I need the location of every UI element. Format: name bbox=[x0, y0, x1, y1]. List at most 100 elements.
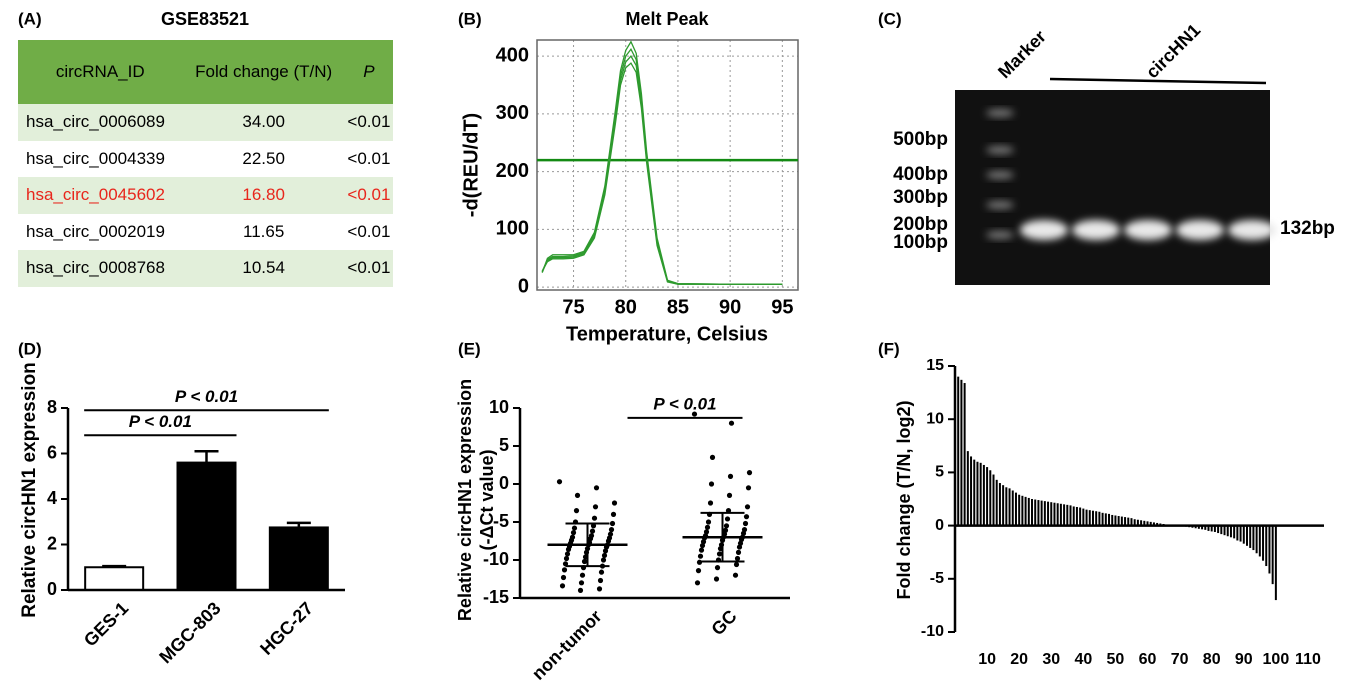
y-tick-label: 0 bbox=[518, 275, 529, 297]
data-point bbox=[715, 565, 720, 570]
bar bbox=[1089, 510, 1091, 525]
column-header: Fold change (T/N) bbox=[183, 40, 345, 104]
data-point bbox=[564, 556, 569, 561]
bar bbox=[1256, 526, 1258, 554]
error-bar bbox=[195, 451, 219, 462]
data-point bbox=[565, 551, 570, 556]
bar bbox=[1236, 526, 1238, 541]
y-tick-label: 400 bbox=[496, 44, 529, 66]
y-axis-label: -d(REU/dT) bbox=[460, 113, 482, 217]
bar bbox=[1025, 497, 1027, 526]
panel-title: GSE83521 bbox=[161, 9, 249, 29]
data-point bbox=[710, 455, 715, 460]
bar bbox=[1070, 505, 1072, 525]
data-point bbox=[746, 485, 751, 490]
bar bbox=[1098, 512, 1100, 526]
y-tick-label: -10 bbox=[921, 623, 944, 640]
data-point bbox=[735, 556, 740, 561]
sample-band bbox=[1124, 220, 1172, 240]
bar bbox=[1268, 526, 1270, 574]
x-tick-label: 40 bbox=[1074, 651, 1092, 668]
table-cell: <0.01 bbox=[345, 141, 393, 178]
data-point bbox=[594, 485, 599, 490]
bar bbox=[1211, 526, 1213, 532]
bar bbox=[983, 465, 985, 526]
bar bbox=[1182, 526, 1184, 527]
data-point bbox=[747, 470, 752, 475]
x-tick-label: 30 bbox=[1042, 651, 1060, 668]
x-axis-label: Temperature, Celsius bbox=[566, 323, 768, 345]
band-label: 132bp bbox=[1280, 218, 1335, 239]
table-cell: 16.80 bbox=[183, 177, 345, 214]
bar bbox=[1114, 515, 1116, 525]
data-point bbox=[610, 521, 615, 526]
bar bbox=[976, 462, 978, 526]
ladder-band bbox=[986, 146, 1014, 154]
y-tick-label: 0 bbox=[935, 517, 944, 534]
x-tick-label: 95 bbox=[771, 296, 793, 318]
x-tick-label: 80 bbox=[615, 296, 637, 318]
data-point bbox=[727, 493, 732, 498]
table-cell: 10.54 bbox=[183, 250, 345, 287]
column-header: circRNA_ID bbox=[18, 40, 183, 104]
bar bbox=[1028, 498, 1030, 526]
data-point bbox=[599, 570, 604, 575]
bar bbox=[85, 567, 143, 590]
x-tick-label: 10 bbox=[978, 651, 996, 668]
table-row: hsa_circ_000433922.50<0.01 bbox=[18, 141, 393, 178]
sample-band bbox=[1228, 220, 1276, 240]
bar bbox=[1143, 521, 1145, 526]
data-point bbox=[566, 547, 571, 552]
y-axis-label: Relative circHN1 expression bbox=[455, 379, 475, 621]
data-point bbox=[561, 575, 566, 580]
header-row: circRNA_IDFold change (T/N)P bbox=[18, 40, 393, 104]
data-point bbox=[560, 583, 565, 588]
data-point bbox=[602, 553, 607, 558]
y-tick-label: 10 bbox=[926, 410, 944, 427]
bar bbox=[178, 463, 236, 590]
data-point bbox=[601, 557, 606, 562]
bar bbox=[1159, 523, 1161, 525]
data-point bbox=[574, 508, 579, 513]
bar bbox=[1108, 514, 1110, 526]
bar bbox=[1018, 495, 1020, 526]
bar bbox=[1073, 506, 1075, 525]
data-point bbox=[571, 530, 576, 535]
x-tick-label: 110 bbox=[1295, 651, 1321, 668]
data-point bbox=[724, 523, 729, 528]
bar bbox=[1147, 521, 1149, 525]
x-tick-label: 60 bbox=[1139, 651, 1157, 668]
bar bbox=[1002, 485, 1004, 525]
sample-band bbox=[1020, 220, 1068, 240]
bar bbox=[1204, 526, 1206, 530]
page: (A)GSE83521(B)Melt Peak75808590950100200… bbox=[0, 0, 1358, 696]
x-tick-label: MGC-803 bbox=[155, 598, 224, 667]
plot-frame bbox=[537, 40, 798, 290]
data-point bbox=[562, 567, 567, 572]
data-point bbox=[611, 512, 616, 517]
bar bbox=[1195, 526, 1197, 529]
bar bbox=[1047, 502, 1049, 526]
bar bbox=[1185, 526, 1187, 527]
y-tick-label: 0 bbox=[499, 473, 509, 493]
data-point bbox=[572, 525, 577, 530]
bar bbox=[1233, 526, 1235, 539]
bar bbox=[1092, 511, 1094, 526]
bar bbox=[967, 451, 969, 525]
bar bbox=[1227, 526, 1229, 537]
data-table: circRNA_IDFold change (T/N)P hsa_circ_000… bbox=[18, 40, 393, 287]
bar bbox=[1012, 490, 1014, 525]
data-point bbox=[705, 525, 710, 530]
data-point bbox=[700, 543, 705, 548]
bar bbox=[1240, 526, 1242, 542]
bar bbox=[1188, 526, 1190, 528]
bar bbox=[1034, 500, 1036, 526]
bar bbox=[1021, 496, 1023, 526]
ladder-label: 500bp bbox=[893, 129, 948, 150]
data-point bbox=[736, 550, 741, 555]
melt-curve bbox=[542, 42, 782, 284]
x-tick-label: 100 bbox=[1263, 651, 1290, 668]
bar bbox=[1118, 516, 1120, 526]
